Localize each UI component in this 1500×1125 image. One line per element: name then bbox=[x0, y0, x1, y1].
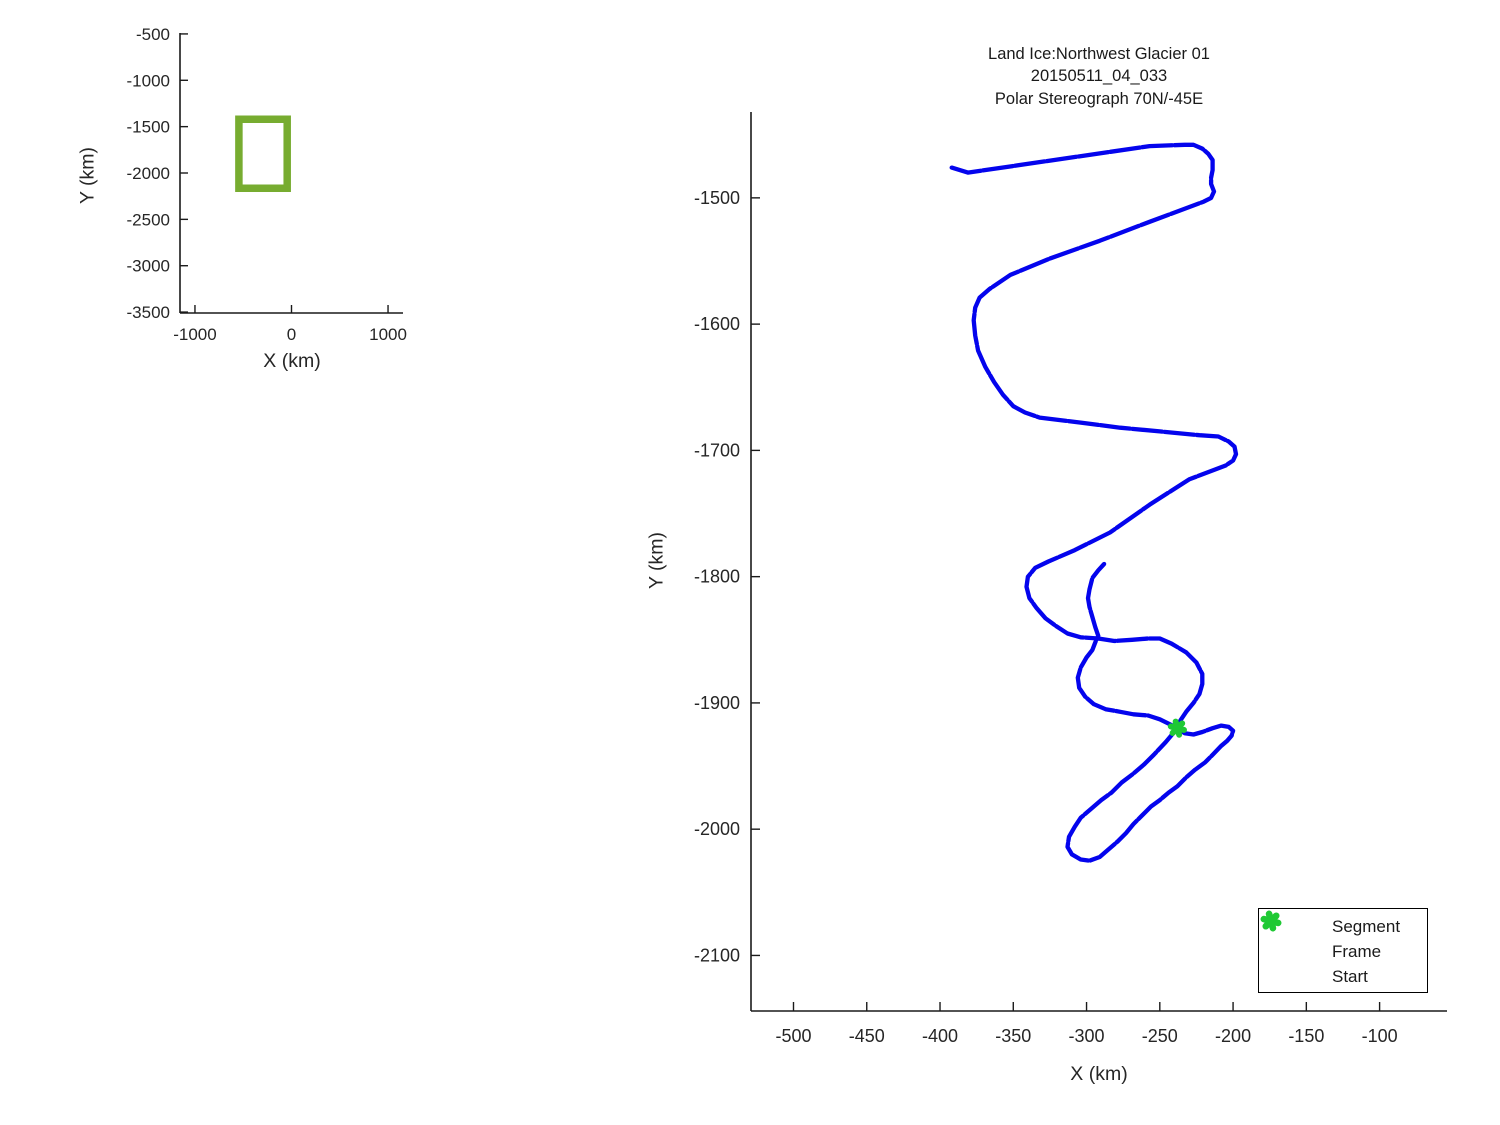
y-tick-label: -1900 bbox=[694, 693, 740, 713]
x-tick-label: -200 bbox=[1215, 1026, 1251, 1046]
x-tick-label: -250 bbox=[1142, 1026, 1178, 1046]
segment-track-path bbox=[949, 142, 1239, 863]
legend-label-frame: Frame bbox=[1332, 941, 1382, 961]
legend: Segment Frame Start bbox=[1258, 908, 1428, 993]
y-tick-label: -1800 bbox=[694, 567, 740, 587]
y-tick-label: -1500 bbox=[694, 188, 740, 208]
main-y-axis-label: Y (km) bbox=[645, 531, 668, 590]
main-x-axis-label: X (km) bbox=[1070, 1063, 1128, 1085]
overview-x-axis-label: X (km) bbox=[263, 350, 321, 372]
segment-dot-icon bbox=[1267, 915, 1314, 939]
x-tick-label: 0 bbox=[287, 325, 296, 344]
plot-title: Land Ice:Northwest Glacier 01 20150511_0… bbox=[799, 43, 1399, 110]
title-line-2: 20150511_04_033 bbox=[1030, 67, 1168, 86]
title-line-1: Land Ice:Northwest Glacier 01 bbox=[988, 45, 1210, 63]
x-tick-label: -500 bbox=[775, 1026, 811, 1046]
x-tick-label: 1000 bbox=[369, 325, 407, 344]
legend-item-segment: Segment bbox=[1259, 914, 1427, 939]
legend-burst bbox=[1260, 910, 1282, 932]
y-tick-label: -1000 bbox=[127, 71, 170, 90]
legend-item-frame: Frame bbox=[1259, 918, 1427, 964]
legend-item-start: Start bbox=[1259, 910, 1427, 989]
y-tick-label: -1700 bbox=[694, 440, 740, 460]
x-tick-label: -300 bbox=[1069, 1026, 1105, 1046]
y-tick-label: -2000 bbox=[127, 164, 170, 183]
title-line-3: Polar Stereograph 70N/-45E bbox=[994, 89, 1204, 108]
x-tick-label: -450 bbox=[849, 1026, 885, 1046]
coverage-extent-box bbox=[235, 115, 291, 193]
x-tick-label: -150 bbox=[1288, 1026, 1324, 1046]
y-tick-label: -1600 bbox=[694, 314, 740, 334]
legend-label-start: Start bbox=[1332, 966, 1368, 986]
x-tick-label: -100 bbox=[1362, 1026, 1398, 1046]
x-tick-label: -400 bbox=[922, 1026, 958, 1046]
y-tick-label: -3000 bbox=[127, 257, 170, 276]
y-tick-label: -3500 bbox=[127, 303, 170, 322]
start-burst-icon bbox=[1260, 910, 1314, 989]
x-tick-label: -1000 bbox=[173, 325, 216, 344]
start-marker bbox=[1167, 718, 1187, 738]
frame-dot-icon bbox=[1268, 918, 1314, 964]
x-tick-label: -350 bbox=[995, 1026, 1031, 1046]
legend-label-segment: Segment bbox=[1332, 916, 1401, 936]
y-tick-label: -2100 bbox=[694, 945, 740, 965]
y-tick-label: -500 bbox=[136, 25, 170, 44]
y-tick-label: -2500 bbox=[127, 210, 170, 229]
y-tick-label: -1500 bbox=[127, 118, 170, 137]
y-tick-label: -2000 bbox=[694, 819, 740, 839]
